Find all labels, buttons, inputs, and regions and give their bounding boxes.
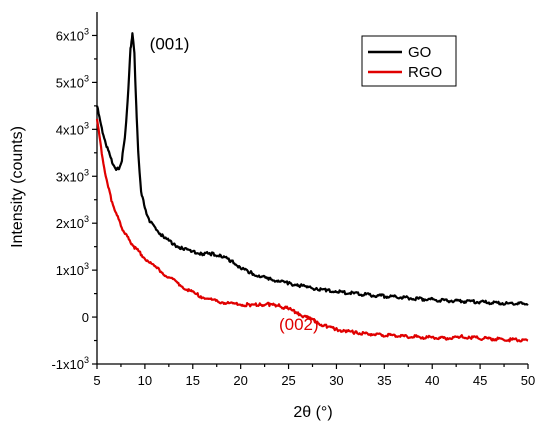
x-tick-label: 5 xyxy=(93,373,100,388)
annotations: (001) (002) xyxy=(150,35,319,335)
y-tick-label: 6x103 xyxy=(56,26,89,43)
y-tick-label: 3x103 xyxy=(56,167,89,184)
series-line-go xyxy=(95,32,529,306)
peak-annotation: (001) xyxy=(150,35,190,54)
x-tick-label: 45 xyxy=(473,373,487,388)
x-tick-label: 40 xyxy=(425,373,439,388)
legend-label-rgo: RGO xyxy=(408,64,442,81)
x-axis-label: 2θ (°) xyxy=(293,404,332,421)
legend-label-go: GO xyxy=(408,44,431,61)
series-line-rgo xyxy=(95,118,529,343)
y-tick-label: 1x103 xyxy=(56,261,89,278)
x-tick-label: 50 xyxy=(521,373,535,388)
y-tick-label: 4x103 xyxy=(56,120,89,137)
y-axis-label: Intensity (counts) xyxy=(9,126,26,248)
x-tick-label: 15 xyxy=(186,373,200,388)
peak-annotation: (002) xyxy=(279,315,319,334)
x-tick-label: 30 xyxy=(329,373,343,388)
x-tick-label: 35 xyxy=(377,373,391,388)
legend-box xyxy=(361,35,457,87)
y-tick-label: 0 xyxy=(82,310,89,325)
y-tick-label: 2x103 xyxy=(56,214,89,231)
axes xyxy=(96,12,528,365)
y-tick-label: -1x103 xyxy=(51,355,89,372)
ticks: 5 10 15 20 25 30 35 40 45 50 -1x103 0 1x103 2x103 3x10… xyxy=(51,26,535,388)
series-layer xyxy=(95,32,529,343)
legend: GO RGO xyxy=(361,35,457,87)
x-tick-label: 10 xyxy=(138,373,152,388)
x-tick-label: 25 xyxy=(281,373,295,388)
x-tick-label: 20 xyxy=(233,373,247,388)
y-tick-label: 5x103 xyxy=(56,73,89,90)
